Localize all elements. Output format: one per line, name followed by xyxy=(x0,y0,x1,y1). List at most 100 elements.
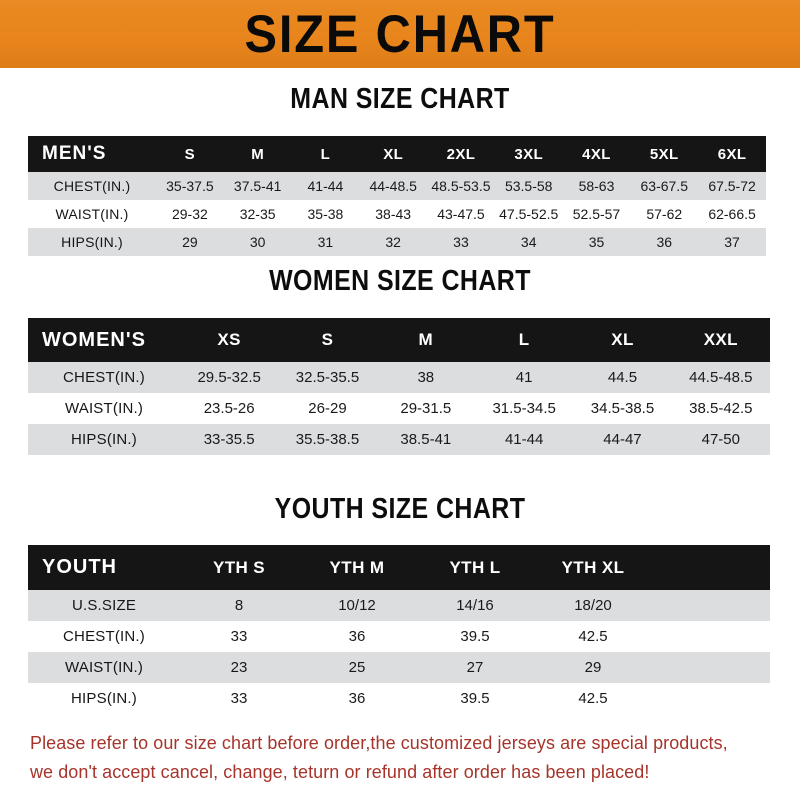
table-row: HIPS(IN.) 33-35.5 35.5-38.5 38.5-41 41-44 44-… xyxy=(28,424,770,455)
youth-cell-empty xyxy=(652,590,770,621)
table-header-row: YOUTH YTH S YTH M YTH L YTH XL xyxy=(28,545,770,590)
men-cell: 62-66.5 xyxy=(708,206,756,222)
women-size-chart-table: WOMEN'S XS S M L XL XXL CHEST(IN.) 29.5-32.5 32… xyxy=(28,318,770,455)
youth-cell: 36 xyxy=(348,628,366,645)
youth-cell: 42.5 xyxy=(578,690,608,707)
men-cell: 32 xyxy=(385,234,401,250)
women-cell: 33-35.5 xyxy=(203,431,255,448)
youth-column-header: YTH L xyxy=(449,557,501,577)
man-size-chart-title: MAN SIZE CHART xyxy=(290,83,510,115)
youth-size-chart-title: YOUTH SIZE CHART xyxy=(274,493,526,525)
table-row: WAIST(IN.) 23 25 27 29 xyxy=(28,652,770,683)
men-column-header: M xyxy=(251,145,265,163)
women-column-header: XXL xyxy=(703,330,738,349)
men-column-header: 3XL xyxy=(514,145,544,163)
men-cell: 29 xyxy=(182,234,198,250)
men-cell: 53.5-58 xyxy=(504,178,553,194)
men-cell: 44-48.5 xyxy=(369,178,417,194)
youth-cell: 39.5 xyxy=(460,690,490,707)
order-policy-note: Please refer to our size chart before or… xyxy=(30,728,756,786)
men-cell: 48.5-53.5 xyxy=(431,178,491,194)
men-cell: 34 xyxy=(520,234,537,250)
men-cell: 35-37.5 xyxy=(166,178,214,194)
men-cell: 35-38 xyxy=(307,206,344,222)
women-cell: 23.5-26 xyxy=(203,400,255,417)
women-row-label: CHEST(IN.) xyxy=(63,369,145,386)
men-column-header: L xyxy=(320,145,331,163)
men-column-header: 2XL xyxy=(446,145,476,163)
youth-cell: 27 xyxy=(466,659,484,676)
youth-column-header: YTH M xyxy=(329,557,385,577)
women-cell: 35.5-38.5 xyxy=(295,431,360,448)
men-cell: 32-35 xyxy=(239,206,276,222)
men-cell: 43-47.5 xyxy=(437,206,485,222)
men-column-header: XL xyxy=(383,145,404,163)
men-row-label: WAIST(IN.) xyxy=(55,206,129,222)
men-row-label: CHEST(IN.) xyxy=(53,178,131,194)
man-size-chart-table-wrap: MEN'S S M L XL 2XL 3XL 4XL 5XL 6XL CHEST(IN.) 35-… xyxy=(28,136,766,256)
youth-cell-empty xyxy=(652,683,770,714)
youth-cell: 33 xyxy=(230,628,248,645)
table-row: HIPS(IN.) 29 30 31 32 33 34 35 36 37 xyxy=(28,228,766,256)
men-cell: 29-32 xyxy=(171,206,208,222)
youth-table-head: YOUTH YTH S YTH M YTH L YTH XL xyxy=(28,545,770,590)
order-policy-line-2: we don't accept cancel, change, teturn o… xyxy=(30,761,650,782)
youth-row-label: CHEST(IN.) xyxy=(63,628,145,645)
men-column-header: 5XL xyxy=(649,145,679,163)
youth-size-chart-table: YOUTH YTH S YTH M YTH L YTH XL U.S.SIZE 8 10/… xyxy=(28,545,770,714)
men-cell: 36 xyxy=(656,234,673,250)
women-cell: 34.5-38.5 xyxy=(590,400,655,417)
table-header-row: MEN'S S M L XL 2XL 3XL 4XL 5XL 6XL xyxy=(28,136,766,172)
table-header-row: WOMEN'S XS S M L XL XXL xyxy=(28,318,770,362)
women-row-label-header: WOMEN'S xyxy=(42,328,146,351)
women-cell: 31.5-34.5 xyxy=(492,400,556,417)
man-row-label-header: MEN'S xyxy=(42,143,107,164)
youth-row-label: WAIST(IN.) xyxy=(64,659,144,676)
youth-cell: 25 xyxy=(348,659,366,676)
women-cell: 29-31.5 xyxy=(400,400,452,417)
women-cell: 44.5 xyxy=(607,369,638,386)
women-row-label: HIPS(IN.) xyxy=(71,431,137,448)
youth-cell: 8 xyxy=(234,597,244,614)
women-cell: 41 xyxy=(515,369,533,386)
table-row: CHEST(IN.) 35-37.5 37.5-41 41-44 44-48.5 48.5… xyxy=(28,172,766,200)
order-policy-line-1: Please refer to our size chart before or… xyxy=(30,732,728,753)
men-cell: 41-44 xyxy=(307,178,344,194)
women-column-header: XS xyxy=(217,330,241,349)
men-cell: 63-67.5 xyxy=(640,178,688,194)
youth-cell: 36 xyxy=(348,690,366,707)
women-cell: 38.5-41 xyxy=(400,431,452,448)
youth-cell: 14/16 xyxy=(456,597,494,614)
women-size-chart-title: WOMEN SIZE CHART xyxy=(269,265,531,297)
youth-column-header: YTH XL xyxy=(561,557,625,577)
women-cell: 38.5-42.5 xyxy=(689,400,753,417)
men-cell: 30 xyxy=(249,234,266,250)
women-table-body: CHEST(IN.) 29.5-32.5 32.5-35.5 38 41 44.5 44.5… xyxy=(28,362,770,455)
women-cell: 38 xyxy=(417,369,435,386)
youth-cell: 18/20 xyxy=(574,597,612,614)
youth-cell: 39.5 xyxy=(460,628,490,645)
page-banner: SIZE CHART xyxy=(0,0,800,68)
youth-row-label: HIPS(IN.) xyxy=(71,690,137,707)
men-cell: 37 xyxy=(724,234,740,250)
youth-size-chart-table-wrap: YOUTH YTH S YTH M YTH L YTH XL U.S.SIZE 8 10/… xyxy=(28,545,770,714)
men-cell: 52.5-57 xyxy=(572,206,621,222)
man-size-chart-table: MEN'S S M L XL 2XL 3XL 4XL 5XL 6XL CHEST(IN.) 35-… xyxy=(28,136,766,256)
youth-row-label-header: YOUTH xyxy=(42,556,117,578)
man-table-head: MEN'S S M L XL 2XL 3XL 4XL 5XL 6XL xyxy=(28,136,766,172)
women-row-label: WAIST(IN.) xyxy=(64,400,144,417)
men-column-header: 6XL xyxy=(717,145,747,163)
table-row: WAIST(IN.) 23.5-26 26-29 29-31.5 31.5-34.5 34… xyxy=(28,393,770,424)
youth-cell: 10/12 xyxy=(338,597,376,614)
men-cell: 58-63 xyxy=(578,178,615,194)
youth-cell: 29 xyxy=(584,659,602,676)
women-cell: 32.5-35.5 xyxy=(295,369,360,386)
women-column-header: L xyxy=(518,330,530,349)
men-cell: 37.5-41 xyxy=(233,178,282,194)
youth-row-label: U.S.SIZE xyxy=(71,597,137,614)
youth-column-header: YTH S xyxy=(212,557,266,577)
table-row: CHEST(IN.) 29.5-32.5 32.5-35.5 38 41 44.5 44.5… xyxy=(28,362,770,393)
men-cell: 47.5-52.5 xyxy=(499,206,559,222)
youth-column-header-empty xyxy=(652,545,770,590)
